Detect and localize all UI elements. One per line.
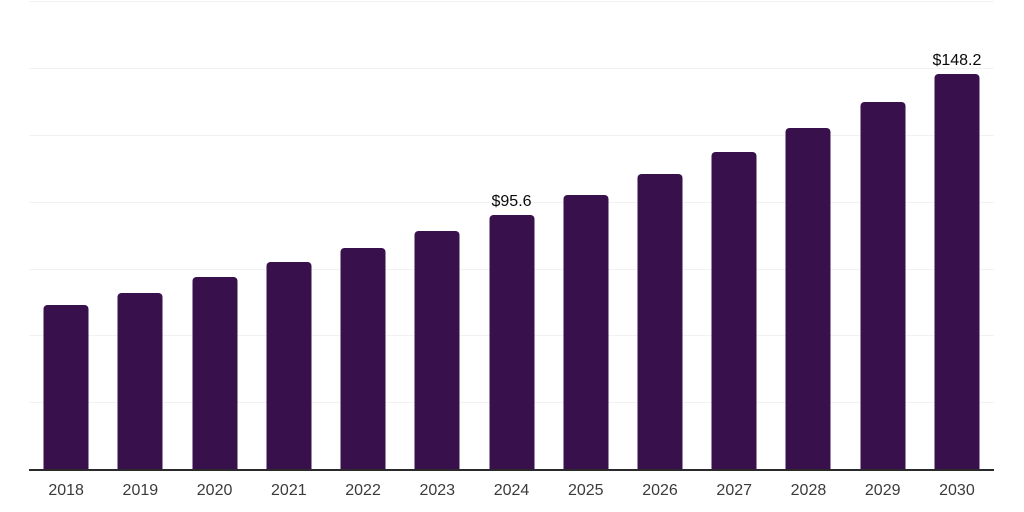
bar-2020 bbox=[192, 276, 238, 470]
gridline-y-175 bbox=[29, 1, 994, 3]
x-tick-label-2020: 2020 bbox=[196, 482, 233, 499]
bar-band-2030: $148.2 bbox=[920, 0, 994, 470]
bar-band-2018 bbox=[29, 0, 103, 470]
x-tick-label-2018: 2018 bbox=[48, 482, 84, 499]
x-axis-line bbox=[29, 469, 994, 471]
bar-2026 bbox=[637, 173, 683, 470]
x-tick-label-2030: 2030 bbox=[939, 482, 975, 499]
bar-2019 bbox=[117, 293, 163, 470]
x-tick-label-2019: 2019 bbox=[122, 482, 159, 499]
bar-band-2028 bbox=[771, 0, 845, 470]
x-tick-label-2024: 2024 bbox=[493, 482, 530, 499]
bar-band-2029 bbox=[846, 0, 920, 470]
x-axis-labels: 2018 2019 2020 2021 2022 2023 2024 2025 2026 2027… bbox=[29, 482, 994, 500]
x-tick-label-2025: 2025 bbox=[567, 482, 604, 499]
bar-2024 bbox=[489, 214, 535, 470]
bar-band-2021 bbox=[252, 0, 326, 470]
bar-2022 bbox=[340, 248, 386, 470]
bar-2023 bbox=[414, 231, 460, 470]
bar-band-2022 bbox=[326, 0, 400, 470]
bar-band-2024: $95.6 bbox=[474, 0, 548, 470]
bar-2030 bbox=[934, 74, 980, 470]
plot-area: $95.6 $148.2 bbox=[29, 0, 994, 471]
bar-band-2026 bbox=[623, 0, 697, 470]
x-tick-label-2022: 2022 bbox=[345, 482, 381, 499]
gridline-y-100 bbox=[29, 201, 994, 203]
bar-band-2023 bbox=[400, 0, 474, 470]
bar-group: $95.6 $148.2 bbox=[29, 0, 994, 470]
bar-2021 bbox=[266, 262, 312, 470]
x-tick-label-2027: 2027 bbox=[716, 482, 753, 499]
bar-chart: $95.6 $148.2 2018 2019 2020 2021 2022 2023 2024… bbox=[29, 0, 994, 512]
bar-value-label-2024: $95.6 bbox=[491, 192, 532, 210]
bar-2018 bbox=[43, 305, 89, 470]
bar-band-2027 bbox=[697, 0, 771, 470]
gridline-y-150 bbox=[29, 68, 994, 70]
bar-2028 bbox=[785, 128, 831, 470]
bar-2029 bbox=[860, 101, 906, 470]
x-tick-label-2023: 2023 bbox=[419, 482, 456, 499]
bar-2027 bbox=[711, 152, 757, 470]
bar-2025 bbox=[563, 195, 609, 470]
bar-band-2020 bbox=[177, 0, 251, 470]
bar-value-label-2030: $148.2 bbox=[932, 52, 982, 69]
x-tick-label-2029: 2029 bbox=[864, 482, 901, 499]
x-tick-label-2026: 2026 bbox=[642, 482, 678, 499]
bar-band-2019 bbox=[103, 0, 177, 470]
gridline-y-125 bbox=[29, 135, 994, 136]
bar-band-2025 bbox=[549, 0, 623, 470]
x-tick-label-2021: 2021 bbox=[271, 482, 307, 499]
x-tick-label-2028: 2028 bbox=[790, 482, 827, 499]
